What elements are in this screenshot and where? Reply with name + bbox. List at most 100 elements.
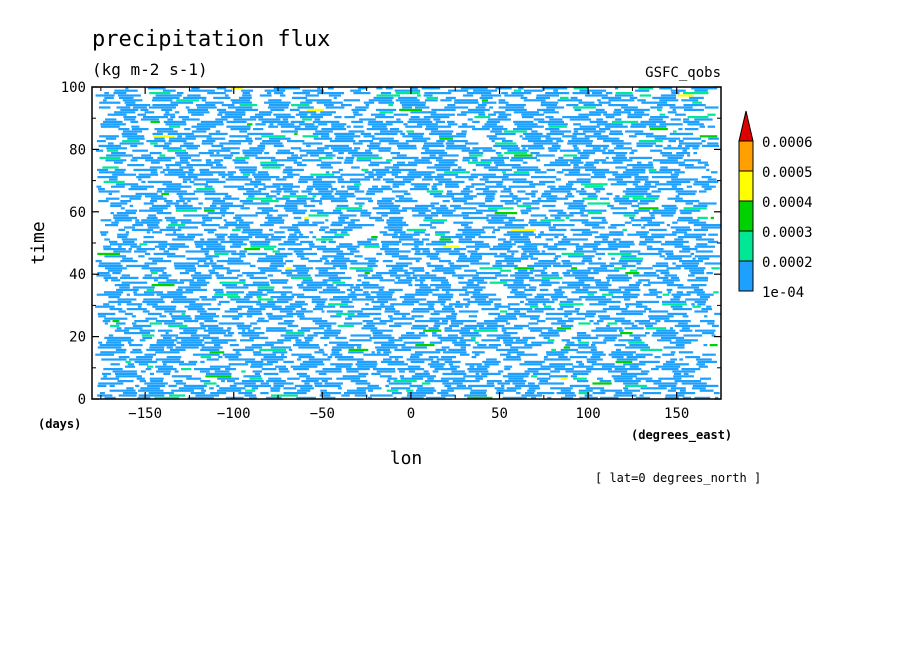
precip-cell bbox=[567, 284, 591, 287]
precip-cell bbox=[551, 144, 561, 148]
precip-cell bbox=[351, 298, 374, 301]
precip-cell bbox=[530, 317, 539, 320]
precip-cell bbox=[106, 154, 133, 157]
precip-cell bbox=[661, 336, 684, 340]
precip-cell bbox=[287, 238, 299, 241]
precip-cell bbox=[608, 291, 631, 294]
precip-cell bbox=[582, 197, 598, 200]
precip-cell bbox=[579, 209, 607, 212]
precip-cell bbox=[143, 298, 164, 301]
precip-cell bbox=[195, 245, 204, 248]
precip-cell bbox=[613, 394, 637, 397]
precip-cell bbox=[551, 272, 559, 275]
precip-cell bbox=[614, 320, 631, 323]
precip-cell bbox=[524, 303, 538, 306]
precip-cell bbox=[402, 178, 415, 181]
precip-cell bbox=[283, 240, 296, 244]
precip-cell bbox=[245, 389, 256, 392]
precip-cell bbox=[143, 240, 168, 244]
precip-cell bbox=[694, 310, 708, 313]
precip-cell bbox=[385, 252, 400, 256]
precip-cell bbox=[285, 209, 307, 212]
precip-cell bbox=[408, 118, 431, 121]
precip-cell bbox=[283, 190, 299, 193]
precip-cell bbox=[353, 113, 363, 116]
precip-cell bbox=[461, 130, 467, 133]
precip-cell bbox=[149, 207, 168, 210]
precip-cell bbox=[381, 243, 400, 246]
precip-cell bbox=[608, 226, 617, 229]
precip-cell bbox=[624, 108, 650, 112]
precip-cell bbox=[625, 346, 650, 349]
precip-cell bbox=[566, 269, 591, 272]
precip-cell bbox=[130, 185, 154, 188]
precip-cell bbox=[433, 118, 441, 121]
precip-cell bbox=[673, 375, 694, 378]
precip-cell bbox=[500, 200, 514, 203]
precip-cell bbox=[224, 113, 246, 116]
precip-cell bbox=[516, 353, 538, 356]
precip-cell bbox=[400, 377, 424, 380]
precip-cell bbox=[376, 87, 383, 90]
precip-cell bbox=[368, 260, 379, 263]
precip-cell bbox=[614, 380, 641, 383]
precip-cell bbox=[444, 327, 452, 330]
precip-cell bbox=[674, 372, 682, 376]
precip-cell bbox=[119, 96, 134, 100]
precip-cell bbox=[605, 156, 609, 160]
precip-cell bbox=[607, 204, 614, 208]
precip-cell bbox=[431, 279, 448, 282]
precip-cell bbox=[557, 99, 583, 102]
precip-cell bbox=[562, 262, 585, 265]
precip-cell bbox=[620, 332, 633, 335]
precip-cell bbox=[318, 291, 346, 294]
precip-cell bbox=[344, 159, 354, 162]
precip-cell bbox=[417, 94, 421, 97]
precip-cell bbox=[325, 154, 336, 157]
precip-cell bbox=[704, 188, 712, 191]
precip-cell bbox=[150, 197, 167, 200]
precip-cell bbox=[114, 284, 130, 287]
precip-cell bbox=[531, 190, 538, 193]
precip-cell bbox=[467, 108, 490, 112]
precip-cell bbox=[576, 334, 591, 337]
precip-cell bbox=[473, 288, 483, 292]
precip-cell bbox=[615, 348, 621, 352]
precip-cell bbox=[642, 392, 662, 395]
precip-cell bbox=[656, 296, 662, 299]
precip-cell bbox=[298, 356, 315, 359]
precip-cell bbox=[526, 207, 540, 210]
precip-cell bbox=[403, 123, 408, 126]
precip-cell bbox=[239, 279, 246, 282]
precip-cell bbox=[259, 111, 273, 114]
precip-cell bbox=[386, 219, 403, 222]
precip-cell bbox=[638, 279, 650, 282]
precip-cell bbox=[328, 94, 341, 97]
precip-cell bbox=[434, 322, 448, 325]
precip-cell bbox=[216, 236, 225, 239]
precip-cell bbox=[132, 324, 152, 328]
precip-cell bbox=[244, 394, 257, 397]
precip-cell bbox=[703, 344, 708, 347]
precip-cell bbox=[247, 123, 253, 126]
precip-cell bbox=[643, 272, 657, 275]
precip-cell bbox=[484, 197, 495, 200]
precip-cell bbox=[409, 267, 424, 270]
precip-cell bbox=[215, 291, 224, 294]
precip-cell bbox=[452, 274, 479, 277]
precip-cell bbox=[140, 108, 149, 112]
precip-cell bbox=[505, 108, 527, 112]
precip-cell bbox=[247, 132, 274, 136]
precip-cell bbox=[270, 296, 295, 299]
precip-cell bbox=[284, 336, 299, 340]
precip-cell bbox=[167, 118, 174, 121]
precip-cell bbox=[692, 384, 719, 388]
precip-cell bbox=[317, 212, 343, 215]
precip-cell bbox=[242, 272, 266, 275]
precip-cell bbox=[156, 212, 172, 215]
precip-cell bbox=[345, 317, 352, 320]
precip-cell bbox=[230, 87, 243, 90]
precip-cell bbox=[615, 176, 632, 179]
precip-cell bbox=[298, 180, 308, 184]
precip-cell bbox=[636, 262, 641, 265]
